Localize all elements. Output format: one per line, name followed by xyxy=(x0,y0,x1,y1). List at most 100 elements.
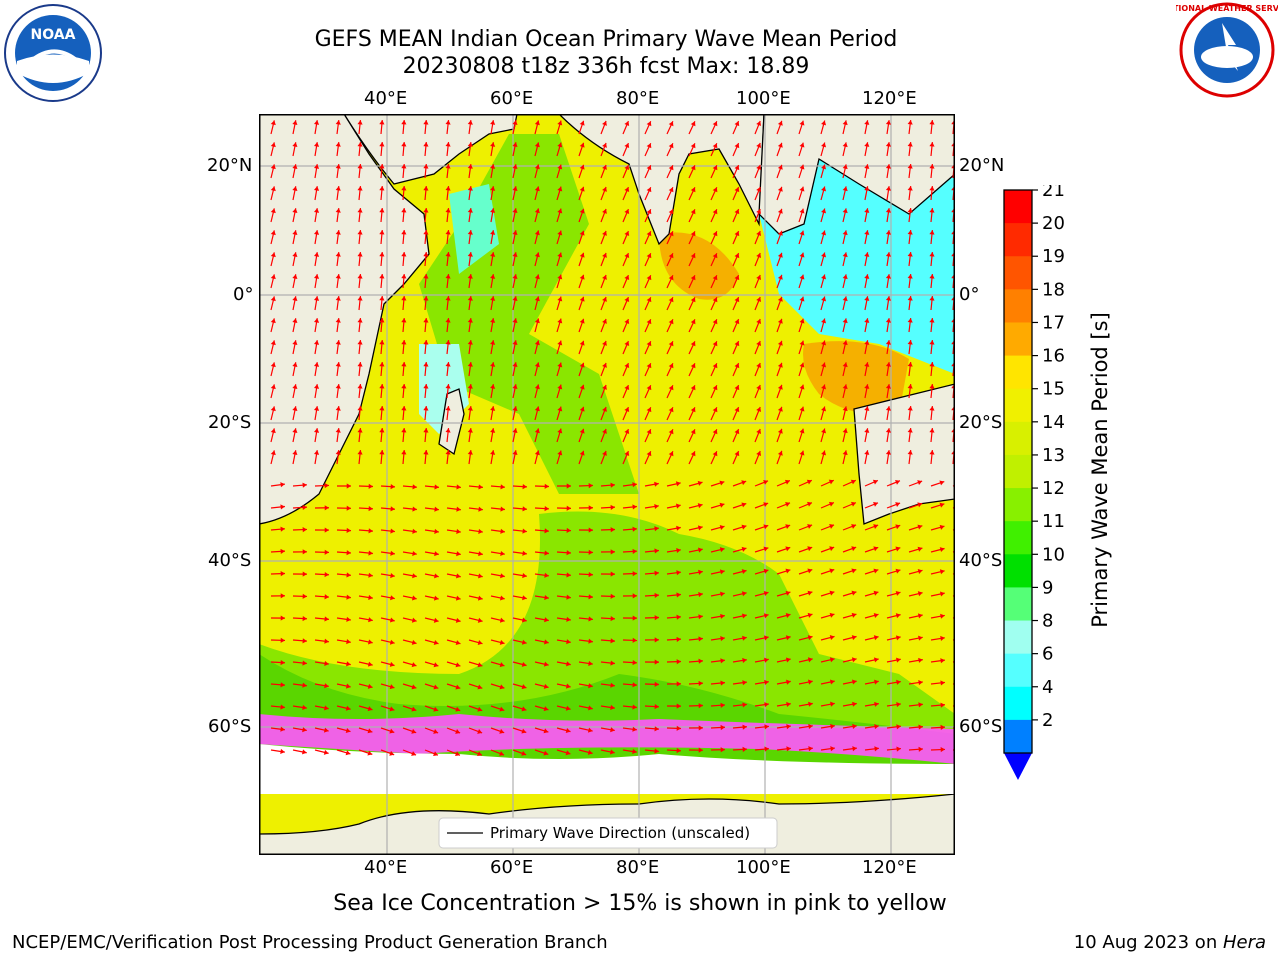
wave-direction-arrowhead xyxy=(624,429,630,435)
wave-direction-arrowhead xyxy=(610,704,615,711)
wave-direction-arrowhead xyxy=(456,551,461,557)
wave-direction-arrowhead xyxy=(490,428,496,433)
colorbar-tick-label: 19 xyxy=(1042,246,1065,267)
wave-direction-arrowhead xyxy=(885,230,892,235)
wave-direction-arrowhead xyxy=(624,187,630,193)
wave-direction-arrowhead xyxy=(719,547,725,553)
colorbar-tick-label: 12 xyxy=(1042,478,1065,499)
wave-direction-arrowhead xyxy=(314,428,320,433)
wave-direction-arrowhead xyxy=(389,617,395,623)
wave-direction-arrowhead xyxy=(806,479,812,485)
wave-direction-arrowhead xyxy=(302,549,307,555)
wave-direction-arrowhead xyxy=(821,230,827,236)
wave-direction-arrowhead xyxy=(292,142,298,147)
wave-direction-arrowhead xyxy=(756,319,762,324)
wave-direction-arrowhead xyxy=(690,165,696,171)
colorbar-tick-label: 15 xyxy=(1042,379,1065,400)
colorbar-tick-label: 17 xyxy=(1042,312,1065,333)
wave-direction-arrowhead xyxy=(698,547,703,553)
wave-direction-arrowhead xyxy=(874,724,879,730)
wave-direction-arrowhead xyxy=(500,550,505,557)
wave-direction-arrowhead xyxy=(873,568,879,574)
wave-direction-arrowhead xyxy=(270,362,276,368)
wave-direction-arrowhead xyxy=(907,208,913,213)
lat-tick-right: 20°S xyxy=(959,412,1003,433)
wave-direction-arrowhead xyxy=(467,450,473,455)
wave-direction-arrowhead xyxy=(698,725,703,731)
wave-direction-arrowhead xyxy=(499,617,505,623)
wave-direction-arrowhead xyxy=(565,683,571,689)
wave-direction-arrowhead xyxy=(896,702,901,708)
lat-tick-left: 20°N xyxy=(207,155,253,176)
wave-direction-arrowhead xyxy=(324,549,329,555)
wave-direction-arrowhead xyxy=(579,296,585,302)
wave-direction-arrowhead xyxy=(557,274,563,280)
wave-direction-arrowhead xyxy=(478,506,483,512)
wave-direction-arrowhead xyxy=(756,451,762,456)
wave-direction-arrowhead xyxy=(367,706,373,712)
wave-direction-arrowhead xyxy=(842,274,848,280)
wave-direction-arrowhead xyxy=(456,528,461,535)
wave-direction-arrowhead xyxy=(467,164,473,169)
wave-direction-arrowhead xyxy=(368,550,373,556)
lon-tick-bottom: 80°E xyxy=(616,857,660,878)
wave-direction-arrowhead xyxy=(610,593,615,599)
wave-direction-arrowhead xyxy=(557,164,563,170)
wave-direction-arrowhead xyxy=(602,252,607,258)
wave-direction-arrowhead xyxy=(712,363,718,369)
wave-direction-arrowhead xyxy=(624,231,630,237)
wave-direction-arrowhead xyxy=(357,142,363,147)
wave-direction-arrowhead xyxy=(646,407,652,413)
wave-direction-arrowhead xyxy=(777,340,783,346)
wave-direction-arrowhead xyxy=(821,318,827,324)
wave-direction-arrowhead xyxy=(712,451,718,457)
wave-direction-arrowhead xyxy=(314,120,320,125)
wave-direction-arrowhead xyxy=(389,706,395,712)
wave-direction-arrowhead xyxy=(490,340,496,345)
wave-direction-arrowhead xyxy=(698,680,703,687)
wave-direction-arrowhead xyxy=(565,728,571,733)
wave-direction-arrowhead xyxy=(864,428,870,433)
wave-direction-arrowhead xyxy=(698,591,703,598)
wave-direction-arrowhead xyxy=(807,612,813,618)
wave-direction-arrowhead xyxy=(280,726,285,732)
wave-direction-arrowhead xyxy=(335,186,341,191)
wave-direction-arrowhead xyxy=(907,120,913,125)
wave-direction-arrowhead xyxy=(756,297,762,302)
wave-direction-arrowhead xyxy=(478,484,483,490)
wave-direction-arrowhead xyxy=(864,406,870,411)
wave-direction-arrowhead xyxy=(566,661,571,667)
wave-direction-arrowhead xyxy=(850,501,856,507)
wave-direction-arrowhead xyxy=(314,274,320,279)
wave-direction-arrowhead xyxy=(566,594,571,600)
wave-direction-arrowhead xyxy=(302,571,307,577)
wave-direction-arrowhead xyxy=(314,296,320,301)
wave-direction-arrowhead xyxy=(588,683,593,689)
wave-direction-arrowhead xyxy=(368,505,373,512)
wave-direction-arrowhead xyxy=(807,524,813,529)
wave-direction-arrowhead xyxy=(610,571,615,577)
wave-direction-arrowhead xyxy=(379,450,385,455)
wave-direction-arrowhead xyxy=(690,341,696,347)
wave-direction-arrowhead xyxy=(842,120,848,126)
wave-direction-arrowhead xyxy=(842,318,848,324)
wave-direction-arrowhead xyxy=(357,120,363,125)
lat-tick-right: 60°S xyxy=(959,716,1003,737)
map-frame xyxy=(259,114,955,855)
wave-direction-arrowhead xyxy=(821,384,827,390)
wave-direction-arrowhead xyxy=(852,701,857,707)
wave-direction-arrowhead xyxy=(610,549,615,555)
wave-direction-arrowhead xyxy=(864,274,870,279)
wave-direction-arrowhead xyxy=(588,616,593,622)
wave-direction-arrowhead xyxy=(668,209,674,215)
lat-tick-right: 40°S xyxy=(959,550,1003,571)
lat-tick-left: 40°S xyxy=(208,550,252,571)
wave-direction-arrowhead xyxy=(411,595,417,601)
wave-direction-arrowhead xyxy=(763,480,769,485)
wave-direction-arrowhead xyxy=(646,253,652,259)
wave-direction-arrowhead xyxy=(346,550,351,556)
wave-direction-arrowhead xyxy=(873,501,878,507)
wave-direction-arrowhead xyxy=(940,724,945,730)
lon-tick-top: 80°E xyxy=(616,88,660,109)
wave-direction-arrowhead xyxy=(302,660,307,666)
